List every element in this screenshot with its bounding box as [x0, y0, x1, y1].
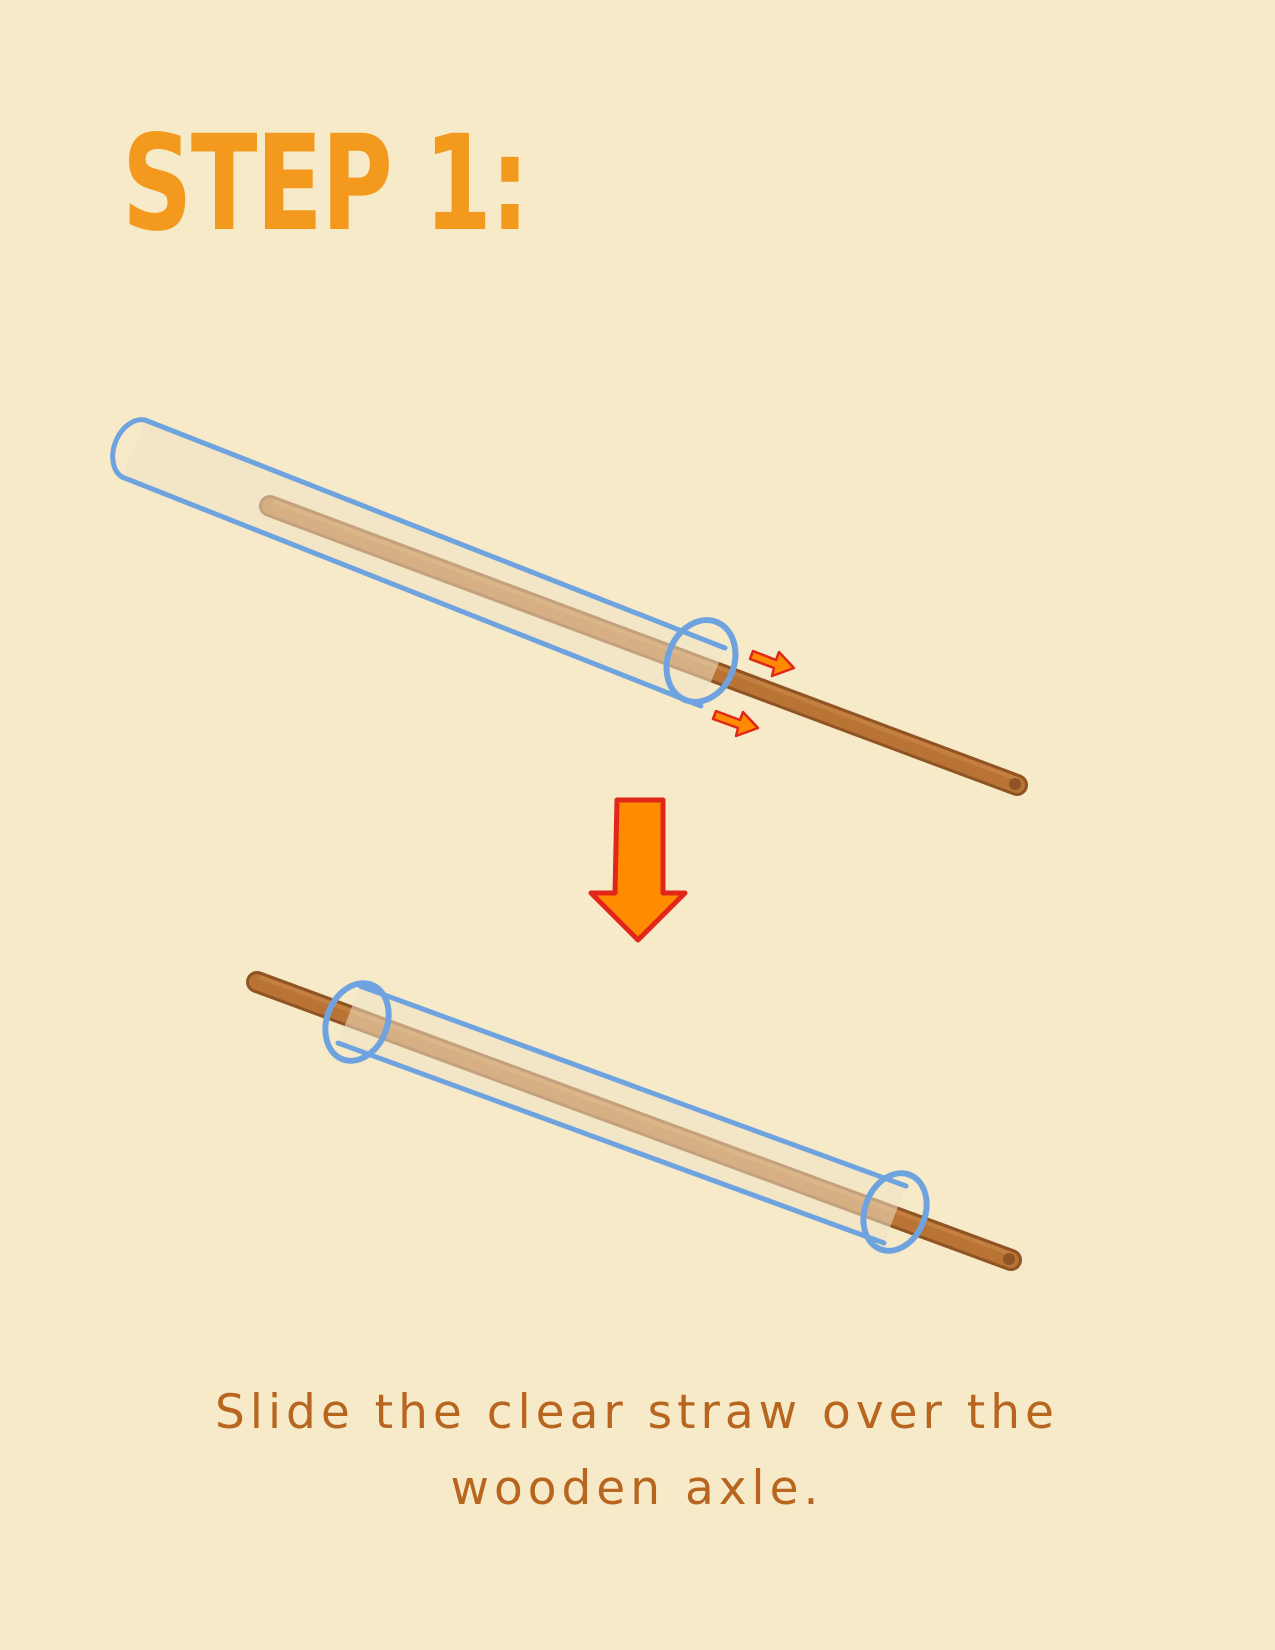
clear-straw-icon — [322, 980, 930, 1254]
before-assembly — [110, 417, 1028, 796]
instruction-text: Slide the clear straw over the wooden ax… — [215, 1385, 1059, 1516]
small-motion-arrow-icon — [711, 649, 796, 738]
step-title: STEP 1: — [122, 107, 529, 261]
after-assembly — [246, 971, 1022, 1271]
down-arrow-icon — [588, 797, 688, 943]
clear-straw-icon — [110, 417, 739, 709]
